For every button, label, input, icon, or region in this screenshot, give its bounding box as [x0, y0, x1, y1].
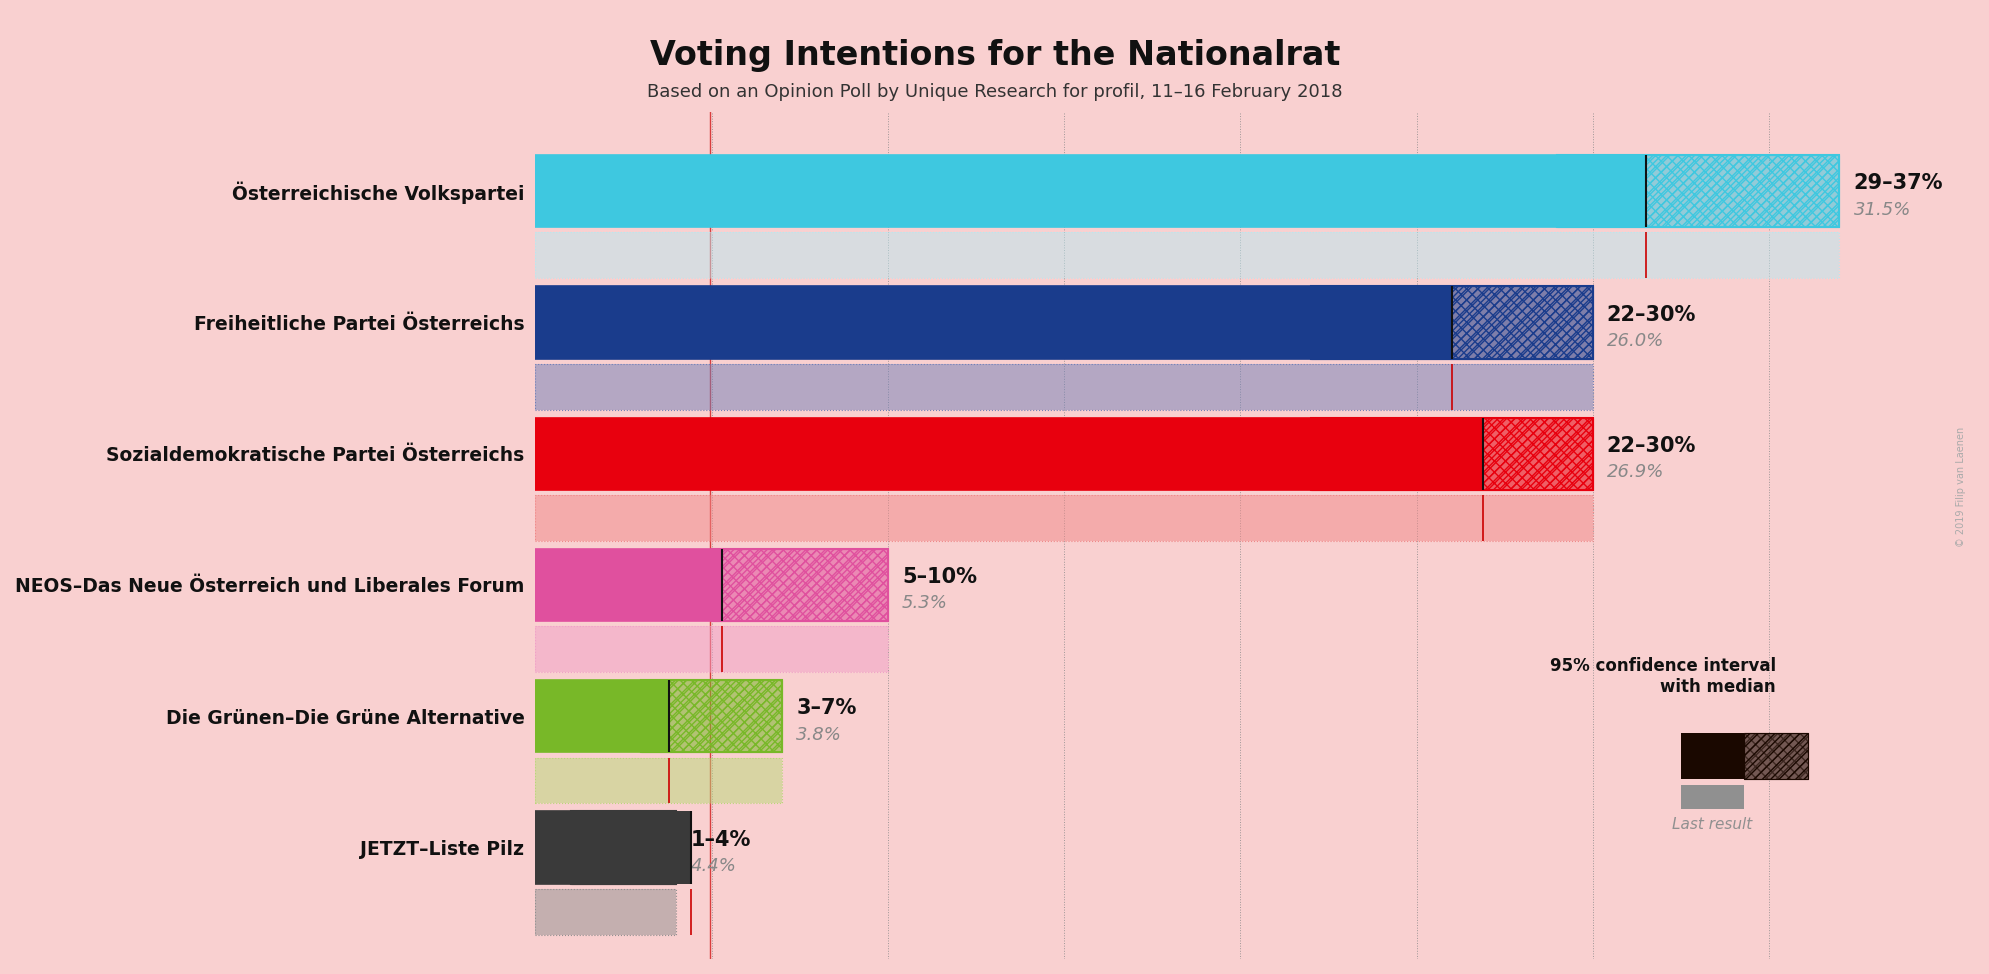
Text: 22–30%: 22–30%	[1605, 305, 1695, 324]
Bar	[535, 233, 1838, 279]
Bar	[571, 811, 676, 883]
Bar	[535, 548, 722, 621]
Bar	[1311, 418, 1591, 490]
Bar	[535, 811, 676, 883]
Bar	[1311, 418, 1591, 490]
Bar	[535, 363, 1591, 410]
Bar	[1311, 418, 1591, 490]
Bar	[1557, 155, 1838, 227]
Bar	[712, 548, 887, 621]
Bar	[535, 233, 1838, 279]
Bar	[571, 811, 676, 883]
Bar	[571, 811, 676, 883]
Bar	[535, 680, 782, 752]
Bar	[535, 758, 782, 804]
Text: 3–7%: 3–7%	[796, 698, 855, 718]
Text: Last result: Last result	[1671, 816, 1752, 832]
Bar	[1311, 286, 1591, 358]
Text: 29–37%: 29–37%	[1852, 173, 1941, 193]
Text: 5–10%: 5–10%	[901, 567, 977, 587]
Bar	[1557, 155, 1838, 227]
Bar	[712, 548, 887, 621]
Bar	[1311, 286, 1591, 358]
Text: 3.8%: 3.8%	[796, 726, 841, 743]
Bar	[1744, 732, 1806, 778]
Text: 95% confidence interval
with median: 95% confidence interval with median	[1549, 657, 1774, 695]
Bar	[535, 286, 1452, 358]
Text: 31.5%: 31.5%	[1852, 201, 1909, 218]
Bar	[1744, 732, 1806, 778]
Bar	[535, 363, 1591, 410]
Text: 4.4%: 4.4%	[690, 857, 736, 875]
Bar	[535, 155, 1838, 227]
Bar	[1557, 155, 1838, 227]
Bar	[1311, 418, 1591, 490]
Bar	[535, 626, 887, 672]
Bar	[571, 811, 676, 883]
Bar	[535, 155, 1645, 227]
Text: 5.3%: 5.3%	[901, 594, 947, 613]
Bar	[640, 680, 782, 752]
Bar	[535, 418, 1591, 490]
Bar	[535, 811, 690, 883]
Bar	[640, 680, 782, 752]
Bar	[535, 548, 887, 621]
Bar	[712, 548, 887, 621]
Bar	[535, 680, 668, 752]
Bar	[1681, 732, 1744, 778]
Bar	[535, 626, 887, 672]
Bar	[535, 495, 1591, 541]
Bar	[640, 680, 782, 752]
Text: 22–30%: 22–30%	[1605, 435, 1695, 456]
Bar	[535, 495, 1591, 541]
Bar	[535, 758, 782, 804]
Text: Voting Intentions for the Nationalrat: Voting Intentions for the Nationalrat	[650, 39, 1339, 72]
Bar	[1311, 286, 1591, 358]
Text: 1–4%: 1–4%	[690, 830, 750, 849]
Bar	[535, 889, 676, 935]
Text: 26.9%: 26.9%	[1605, 463, 1663, 481]
Bar	[1681, 785, 1744, 808]
Bar	[640, 680, 782, 752]
Bar	[1311, 286, 1591, 358]
Bar	[535, 286, 1591, 358]
Bar	[535, 418, 1482, 490]
Bar	[1557, 155, 1838, 227]
Text: © 2019 Filip van Laenen: © 2019 Filip van Laenen	[1955, 427, 1965, 547]
Bar	[535, 889, 676, 935]
Bar	[712, 548, 887, 621]
Text: Based on an Opinion Poll by Unique Research for profil, 11–16 February 2018: Based on an Opinion Poll by Unique Resea…	[646, 83, 1343, 100]
Text: 26.0%: 26.0%	[1605, 332, 1663, 350]
